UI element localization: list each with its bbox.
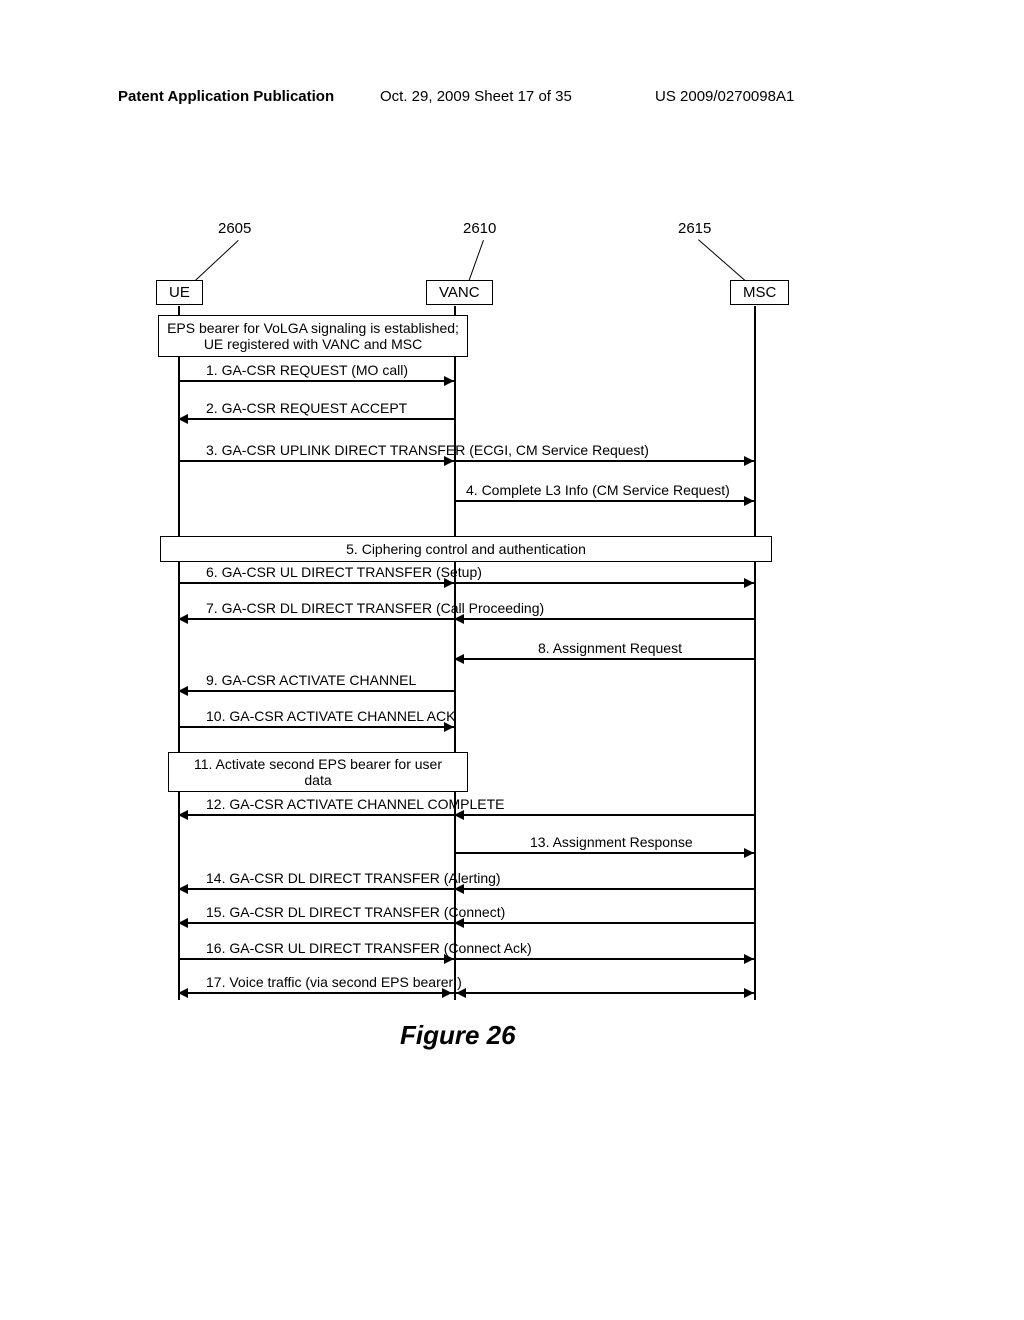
lifeline-ue: [178, 306, 180, 1000]
message-line: [178, 922, 754, 924]
note-box: 5. Ciphering control and authentication: [160, 536, 772, 562]
ref-label: 2610: [463, 220, 496, 237]
actor-ue: UE: [156, 280, 203, 305]
arrow-head-icon: [178, 614, 188, 624]
message-line: [178, 460, 754, 462]
message-label: 1. GA-CSR REQUEST (MO call): [206, 362, 408, 378]
message-label: 6. GA-CSR UL DIRECT TRANSFER (Setup): [206, 564, 482, 580]
sequence-diagram: 2605 2610 2615 UE VANC MSC EPS bearer for VoLG…: [118, 220, 898, 1030]
ref-label: 2615: [678, 220, 711, 237]
arrow-head-icon: [454, 918, 464, 928]
arrow-head-icon: [744, 954, 754, 964]
message-line: [178, 690, 454, 692]
arrow-head-icon: [178, 918, 188, 928]
page: Patent Application Publication Oct. 29, …: [0, 0, 1024, 1320]
message-line: [178, 582, 754, 584]
arrow-head-icon: [444, 456, 454, 466]
message-label: 8. Assignment Request: [538, 640, 682, 656]
arrow-head-icon: [744, 578, 754, 588]
ref-line: [468, 240, 484, 282]
message-label: 9. GA-CSR ACTIVATE CHANNEL: [206, 672, 416, 688]
arrow-head-icon: [744, 456, 754, 466]
message-line: [178, 958, 754, 960]
arrow-head-icon: [454, 884, 464, 894]
message-line: [454, 852, 754, 854]
arrow-head-icon: [444, 578, 454, 588]
message-line: [178, 726, 454, 728]
arrow-head-icon: [454, 614, 464, 624]
arrow-head-icon: [454, 810, 464, 820]
message-label: 2. GA-CSR REQUEST ACCEPT: [206, 400, 407, 416]
message-line: [178, 814, 754, 816]
arrow-head-icon: [178, 884, 188, 894]
message-label: 16. GA-CSR UL DIRECT TRANSFER (Connect A…: [206, 940, 532, 956]
arrow-head-icon: [456, 988, 466, 998]
actor-msc: MSC: [730, 280, 789, 305]
arrow-head-icon: [444, 376, 454, 386]
message-label: 13. Assignment Response: [530, 834, 693, 850]
message-label: 7. GA-CSR DL DIRECT TRANSFER (Call Proce…: [206, 600, 544, 616]
arrow-head-icon: [178, 988, 188, 998]
arrow-head-icon: [178, 686, 188, 696]
arrow-head-icon: [178, 810, 188, 820]
arrow-head-icon: [744, 496, 754, 506]
arrow-head-icon: [444, 954, 454, 964]
message-line: [454, 658, 754, 660]
header-mid: Oct. 29, 2009 Sheet 17 of 35: [380, 88, 572, 105]
arrow-head-icon: [444, 722, 454, 732]
arrow-head-icon: [744, 848, 754, 858]
header-left: Patent Application Publication: [118, 88, 334, 105]
lifeline-msc: [754, 306, 756, 1000]
message-line: [178, 888, 754, 890]
message-line: [178, 618, 754, 620]
message-label: 10. GA-CSR ACTIVATE CHANNEL ACK: [206, 708, 455, 724]
arrow-head-icon: [744, 988, 754, 998]
message-label: 3. GA-CSR UPLINK DIRECT TRANSFER (ECGI, …: [206, 442, 649, 458]
arrow-head-icon: [454, 654, 464, 664]
ref-line: [193, 240, 239, 283]
message-line: [178, 418, 454, 420]
note-box: EPS bearer for VoLGA signaling is establ…: [158, 315, 468, 357]
note-box: 11. Activate second EPS bearer for userd…: [168, 752, 468, 792]
actor-vanc: VANC: [426, 280, 493, 305]
message-line: [178, 380, 454, 382]
message-label: 17. Voice traffic (via second EPS bearer…: [206, 974, 462, 990]
header-right: US 2009/0270098A1: [655, 88, 794, 105]
arrow-head-icon: [442, 988, 452, 998]
ref-label: 2605: [218, 220, 251, 237]
figure-caption: Figure 26: [400, 1020, 516, 1051]
arrow-head-icon: [178, 414, 188, 424]
message-line: [178, 992, 754, 994]
lifeline-vanc: [454, 306, 456, 1000]
ref-line: [698, 239, 747, 282]
message-line: [454, 500, 754, 502]
message-label: 4. Complete L3 Info (CM Service Request): [466, 482, 730, 498]
